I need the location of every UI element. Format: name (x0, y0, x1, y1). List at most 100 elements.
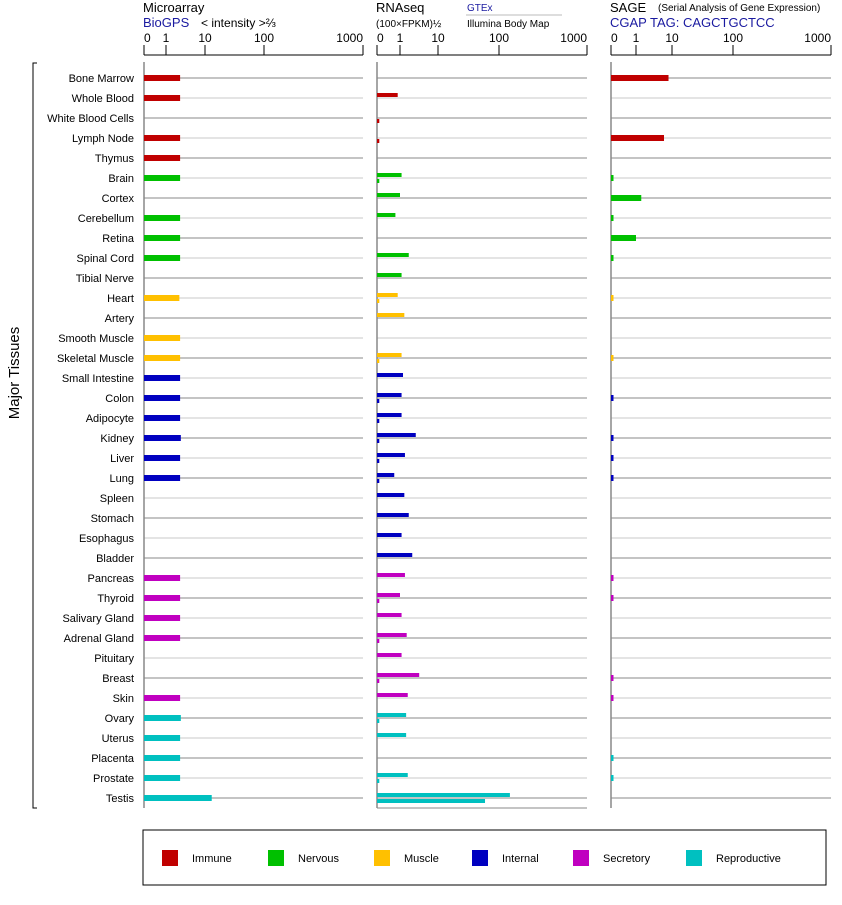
tissue-label: Heart (107, 293, 134, 305)
tissue-label: Thyroid (97, 593, 134, 605)
legend-illumina: Illumina Body Map (467, 19, 550, 30)
tissue-label: Salivary Gland (62, 613, 134, 625)
tissue-label: Pancreas (88, 573, 135, 585)
gtex-bar (377, 433, 416, 437)
sage-bar (611, 595, 614, 601)
sage-bar (611, 135, 665, 141)
gtex-bar (377, 273, 402, 277)
microarray-bar (144, 595, 181, 601)
tissue-label: Retina (102, 233, 135, 245)
gtex-bar (377, 573, 405, 577)
sage-bar (611, 695, 614, 701)
tissue-label: Testis (106, 793, 135, 805)
tissue-label: Thymus (95, 153, 135, 165)
tissue-label: Placenta (91, 753, 135, 765)
sage-bar (611, 775, 614, 781)
tissue-label: Spleen (100, 493, 134, 505)
tissue-label: Lymph Node (72, 133, 134, 145)
microarray-bar (144, 775, 181, 781)
x-tick-label: 0 (144, 31, 151, 45)
source-biogps: BioGPS (143, 15, 190, 30)
microarray-bar (144, 355, 181, 361)
sage-bar (611, 575, 614, 581)
sage-bar (611, 395, 614, 401)
panel-title-microarray: Microarray (143, 0, 205, 15)
tissue-label: Colon (105, 393, 134, 405)
gtex-bar (377, 373, 404, 377)
x-tick-label: 1000 (560, 31, 587, 45)
tissue-label: Bladder (96, 553, 134, 565)
y-axis-label: Major Tissues (6, 327, 23, 420)
illumina-bar (377, 799, 486, 803)
illumina-bar (377, 299, 380, 303)
legend-swatch-secretory (573, 850, 589, 866)
microarray-bar (144, 155, 181, 161)
gtex-bar (377, 553, 413, 557)
tissue-label: Cerebellum (78, 213, 134, 225)
legend-swatch-muscle (374, 850, 390, 866)
gtex-bar (377, 353, 402, 357)
illumina-bar (377, 419, 380, 423)
illumina-bar (377, 119, 380, 123)
microarray-bar (144, 795, 212, 801)
microarray-bar (144, 695, 181, 701)
sage-bar (611, 455, 614, 461)
tissue-label: Cortex (102, 193, 135, 205)
x-tick-label: 1000 (804, 31, 831, 45)
x-tick-label: 100 (723, 31, 743, 45)
gtex-bar (377, 593, 400, 597)
illumina-bar (377, 599, 380, 603)
tissue-label: Adipocyte (86, 413, 134, 425)
gtex-bar (377, 213, 396, 217)
x-tick-label: 100 (254, 31, 274, 45)
sage-bar (611, 195, 642, 201)
legend-label: Secretory (603, 853, 651, 865)
gtex-bar (377, 313, 405, 317)
microarray-bar (144, 235, 181, 241)
microarray-bar (144, 415, 181, 421)
x-tick-label: 10 (198, 31, 212, 45)
microarray-bar (144, 175, 181, 181)
x-tick-label: 100 (489, 31, 509, 45)
tissue-label: Breast (102, 673, 134, 685)
tissue-label: Spinal Cord (77, 253, 134, 265)
illumina-bar (377, 459, 380, 463)
sage-note: (Serial Analysis of Gene Expression) (658, 3, 820, 14)
microarray-bar (144, 75, 181, 81)
gtex-bar (377, 773, 408, 777)
tissue-label: Bone Marrow (69, 73, 134, 85)
panel-title-rnaseq: RNAseq (376, 0, 424, 15)
sage-bar (611, 235, 636, 241)
x-tick-label: 0 (377, 31, 384, 45)
legend-label: Internal (502, 853, 539, 865)
microarray-bar (144, 95, 181, 101)
illumina-bar (377, 479, 380, 483)
x-tick-label: 1 (397, 31, 404, 45)
tissue-label: Stomach (91, 513, 134, 525)
gtex-bar (377, 713, 407, 717)
gtex-bar (377, 293, 398, 297)
x-tick-label: 10 (431, 31, 445, 45)
sage-bar (611, 355, 614, 361)
legend-label: Reproductive (716, 853, 781, 865)
gtex-bar (377, 253, 409, 257)
legend-swatch-reproductive (686, 850, 702, 866)
tissue-label: Whole Blood (72, 93, 134, 105)
illumina-bar (377, 439, 380, 443)
sage-bar (611, 435, 614, 441)
gtex-bar (377, 393, 402, 397)
tissue-label: Smooth Muscle (58, 333, 134, 345)
sage-bar (611, 175, 614, 181)
x-tick-label: 0 (611, 31, 618, 45)
gtex-bar (377, 633, 407, 637)
microarray-bar (144, 435, 181, 441)
gtex-bar (377, 453, 405, 457)
microarray-bar (144, 295, 180, 301)
gtex-bar (377, 613, 402, 617)
microarray-bar (144, 375, 181, 381)
legend-swatch-immune (162, 850, 178, 866)
illumina-bar (377, 779, 380, 783)
sage-bar (611, 675, 614, 681)
sage-bar (611, 75, 669, 81)
